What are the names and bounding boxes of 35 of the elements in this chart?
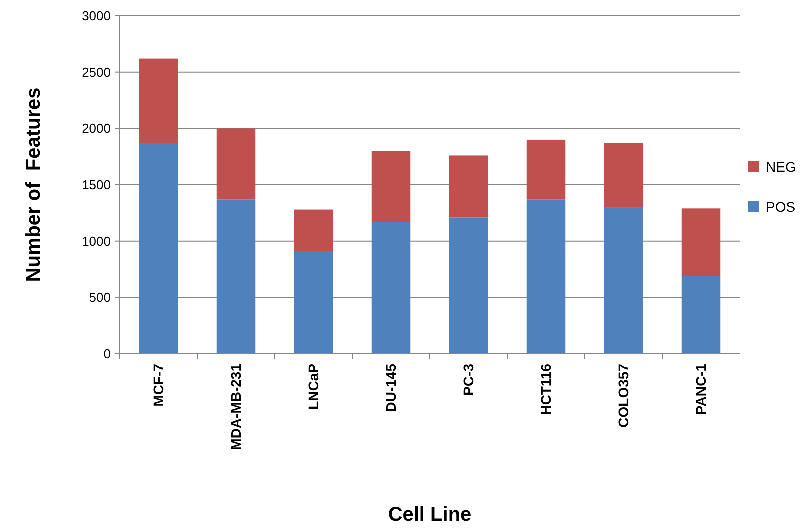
bar bbox=[604, 208, 644, 354]
bar bbox=[682, 208, 721, 276]
y-tick-label: 2500 bbox=[82, 64, 111, 80]
y-tick-label: 0 bbox=[104, 346, 111, 362]
legend-label: NEG bbox=[766, 158, 796, 175]
x-axis-title: Cell Line bbox=[388, 504, 472, 526]
bar bbox=[449, 156, 488, 218]
bar bbox=[139, 58, 178, 144]
bar bbox=[682, 276, 721, 354]
x-tick-label: HCT116 bbox=[538, 364, 554, 416]
x-tick-label: MCF-7 bbox=[150, 364, 167, 407]
bar bbox=[526, 140, 566, 200]
x-tick-label: MDA-MB-231 bbox=[228, 364, 244, 450]
x-tick-label: DU-145 bbox=[383, 364, 400, 412]
x-tick-label: LNCaP bbox=[306, 364, 322, 410]
y-tick-label: 2000 bbox=[82, 121, 111, 136]
legend-label: POS bbox=[766, 198, 796, 215]
y-tick-label: 1500 bbox=[82, 178, 111, 193]
bar bbox=[449, 218, 488, 354]
bar bbox=[372, 151, 411, 222]
x-tick-label: COLO357 bbox=[616, 364, 632, 428]
bar bbox=[604, 143, 644, 208]
y-tick-label: 1000 bbox=[82, 234, 111, 249]
y-axis-title: Number of Features bbox=[23, 88, 45, 282]
bar bbox=[372, 222, 411, 354]
y-tick-label: 3000 bbox=[82, 8, 111, 24]
bar bbox=[294, 210, 334, 252]
bar bbox=[526, 200, 566, 354]
x-tick-label: PC-3 bbox=[460, 364, 477, 396]
bar bbox=[216, 200, 256, 354]
y-tick-label: 500 bbox=[89, 290, 111, 306]
bar bbox=[139, 143, 178, 354]
bar bbox=[216, 128, 256, 200]
bar bbox=[294, 251, 334, 354]
x-tick-label: PANC-1 bbox=[693, 364, 710, 416]
